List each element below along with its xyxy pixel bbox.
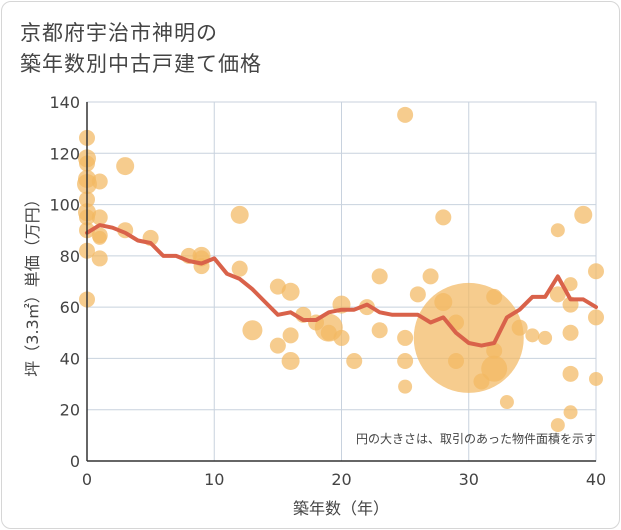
bubble-point <box>320 324 337 341</box>
bubble-point <box>397 106 414 123</box>
bubble-point <box>282 327 299 344</box>
bubble-point <box>563 405 578 420</box>
bubble-point <box>371 322 388 339</box>
x-tick-label: 10 <box>204 470 224 489</box>
bubble-point <box>574 205 593 224</box>
bubble-point <box>511 319 528 336</box>
bubble-point <box>413 282 524 393</box>
y-tick-label: 40 <box>60 349 80 368</box>
bubble-point <box>242 320 263 341</box>
y-tick-label: 0 <box>70 452 80 471</box>
bubble-point <box>358 299 375 316</box>
bubble-point <box>562 324 579 341</box>
y-tick-label: 100 <box>49 196 80 215</box>
x-tick-label: 0 <box>82 470 92 489</box>
bubble-point <box>91 250 108 267</box>
bubble-point <box>588 309 604 326</box>
bubble-point <box>562 365 579 382</box>
tick-labels: 0 20 40 60 80 100 120 140 0 10 20 30 40 <box>49 93 606 489</box>
y-tick-label: 80 <box>60 247 80 266</box>
axes <box>86 102 596 462</box>
bubble-point <box>563 277 578 292</box>
bubble-point <box>281 351 300 370</box>
grid-lines <box>86 101 597 462</box>
bubble-point <box>486 288 503 305</box>
bubble-series <box>77 106 604 433</box>
bubble-point <box>281 282 300 301</box>
bubble-point <box>397 352 414 369</box>
y-tick-label: 120 <box>49 144 80 163</box>
bubble-point <box>346 352 363 369</box>
bubble-point <box>525 328 540 343</box>
x-axis-label: 築年数（年） <box>293 499 389 518</box>
chart-title-line-2: 築年数別中古戸建て価格 <box>20 52 262 76</box>
bubble-point <box>91 173 108 190</box>
chart-title-line-1: 京都府宇治市神明の <box>20 21 218 45</box>
bubble-point <box>589 371 603 386</box>
bubble-point <box>435 209 452 226</box>
bubble-point <box>550 418 565 433</box>
bubble-point <box>538 330 553 345</box>
bubble-point <box>333 329 350 346</box>
y-axis-label: 坪（3.3㎡）単価（万円） <box>23 191 42 376</box>
average-line-series <box>85 223 598 348</box>
bubble-point <box>91 209 108 226</box>
bubble-point <box>409 286 426 303</box>
bubble-point <box>231 260 248 277</box>
average-price-line <box>85 223 598 348</box>
bubble-point <box>230 205 249 224</box>
bubble-point <box>398 379 413 394</box>
chart-title: 京都府宇治市神明の 築年数別中古戸建て価格 <box>20 18 262 80</box>
bubble-point <box>550 223 565 238</box>
bubble-size-note: 円の大きさは、取引のあった物件面積を示す <box>356 431 596 446</box>
bubble-point <box>499 395 514 410</box>
bubble-point <box>588 263 604 280</box>
y-tick-label: 20 <box>60 401 80 420</box>
x-tick-label: 40 <box>586 470 606 489</box>
bubble-point <box>481 355 508 382</box>
bubble-point <box>269 337 286 354</box>
x-tick-label: 30 <box>459 470 479 489</box>
y-tick-label: 140 <box>49 93 80 112</box>
bubble-point <box>549 286 566 303</box>
bubble-point <box>486 342 503 359</box>
bubble-point <box>116 157 135 176</box>
bubble-point <box>397 329 414 346</box>
x-tick-label: 20 <box>331 470 351 489</box>
bubble-point <box>371 268 388 285</box>
bubble-point <box>422 268 439 285</box>
bubble-point <box>92 230 107 245</box>
y-tick-label: 60 <box>60 298 80 317</box>
